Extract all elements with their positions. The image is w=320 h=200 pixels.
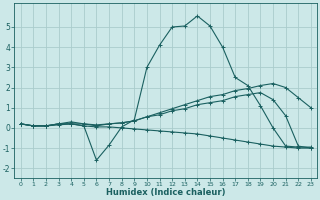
X-axis label: Humidex (Indice chaleur): Humidex (Indice chaleur) [106,188,226,197]
